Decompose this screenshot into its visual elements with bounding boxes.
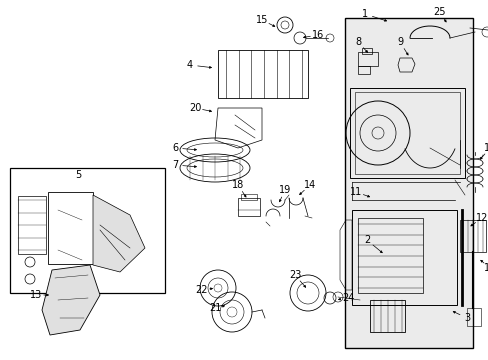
Bar	[466, 308, 480, 326]
Text: 3: 3	[463, 313, 469, 323]
Text: 24: 24	[341, 293, 353, 303]
Text: 4: 4	[186, 60, 193, 70]
Bar	[238, 198, 260, 216]
Text: 7: 7	[171, 160, 178, 170]
Text: 5: 5	[75, 170, 81, 180]
Bar	[354, 92, 459, 174]
Text: 9: 9	[396, 37, 402, 47]
Bar	[369, 300, 404, 332]
Bar	[361, 48, 371, 54]
Text: 10: 10	[483, 143, 488, 153]
Text: 18: 18	[231, 180, 244, 190]
Text: 19: 19	[278, 185, 290, 195]
Bar	[351, 210, 456, 305]
Bar	[18, 196, 46, 254]
Text: 13: 13	[30, 290, 42, 300]
Text: 2: 2	[363, 235, 369, 245]
Bar	[357, 52, 377, 66]
Text: 14: 14	[303, 180, 315, 190]
Text: 21: 21	[208, 303, 221, 313]
Text: 22: 22	[195, 285, 208, 295]
Bar	[48, 192, 93, 264]
Text: 16: 16	[311, 30, 324, 40]
Polygon shape	[93, 195, 145, 272]
Bar	[241, 194, 257, 200]
Text: 8: 8	[354, 37, 360, 47]
Text: 17: 17	[483, 263, 488, 273]
Text: 1: 1	[361, 9, 367, 19]
Text: 23: 23	[288, 270, 301, 280]
Text: 6: 6	[172, 143, 178, 153]
Text: 12: 12	[475, 213, 487, 223]
Bar	[345, 18, 472, 348]
Bar	[349, 88, 464, 178]
Text: 15: 15	[255, 15, 267, 25]
Bar	[459, 220, 485, 252]
Text: 20: 20	[188, 103, 201, 113]
Text: 25: 25	[433, 7, 446, 17]
Bar	[357, 66, 369, 74]
Text: 11: 11	[349, 187, 362, 197]
Polygon shape	[42, 265, 100, 335]
Bar	[10, 168, 164, 293]
Bar	[357, 218, 422, 293]
Bar	[218, 50, 307, 98]
